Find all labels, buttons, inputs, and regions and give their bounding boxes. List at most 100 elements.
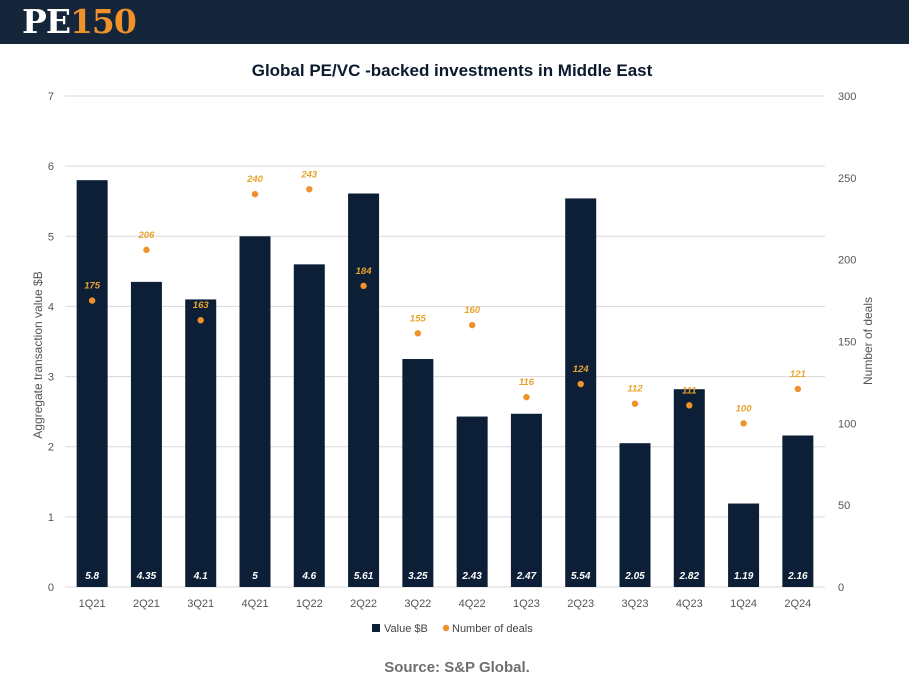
right-tick-label: 300 — [838, 91, 856, 103]
right-tick-label: 100 — [838, 418, 856, 430]
logo-text-pe: PE — [22, 2, 71, 41]
logo-text-num: 150 — [69, 2, 137, 41]
legend-swatch-deals — [442, 624, 450, 632]
bar — [456, 416, 488, 587]
deal-dot — [251, 191, 259, 198]
deal-dot — [360, 282, 367, 290]
deal-value-label: 240 — [246, 174, 264, 185]
deal-value-label: 112 — [627, 384, 643, 395]
x-tick-label: 2Q24 — [784, 598, 811, 610]
deal-dot — [577, 380, 584, 388]
bar — [130, 281, 162, 587]
x-tick-label: 3Q23 — [622, 598, 649, 610]
legend: Value $B Number of deals — [372, 623, 533, 635]
x-tick-label: 1Q23 — [513, 598, 540, 610]
bar — [619, 443, 651, 587]
left-tick-label: 6 — [48, 161, 54, 173]
bar-value-label: 2.16 — [787, 571, 808, 582]
deal-dot — [306, 186, 313, 193]
deal-value-label: 100 — [736, 403, 753, 414]
deal-dot — [414, 330, 422, 337]
bar-value-labels: 5.8 4.35 4.1 5 4.6 5.61 3.25 2.43 2.47 5.54 2.05 2.… — [85, 571, 808, 582]
legend-label-value: Value $B — [384, 623, 428, 635]
right-tick-label: 200 — [838, 255, 856, 267]
bar-value-label: 2.47 — [516, 571, 537, 582]
pe150-logo: PE150 — [22, 2, 137, 42]
deal-dots — [88, 186, 802, 427]
left-tick-label: 5 — [48, 231, 54, 243]
x-tick-label: 2Q23 — [567, 598, 594, 610]
bar — [239, 236, 271, 588]
bar-value-label: 3.25 — [408, 571, 428, 582]
bars — [76, 180, 814, 588]
bar-value-label: 1.19 — [734, 571, 754, 582]
x-tick-label: 4Q22 — [459, 598, 486, 610]
deal-dot — [740, 420, 747, 427]
bar — [565, 198, 597, 587]
legend-swatch-value — [372, 624, 380, 632]
deal-value-label: 116 — [519, 377, 535, 388]
x-tick-label: 1Q21 — [79, 598, 106, 610]
deal-dot — [794, 385, 802, 393]
left-tick-label: 7 — [48, 91, 54, 103]
deal-value-label: 121 — [790, 369, 806, 380]
deal-dot — [686, 402, 693, 409]
legend-label-deals: Number of deals — [452, 623, 533, 635]
deal-dot — [523, 393, 530, 401]
deal-value-label: 243 — [300, 169, 318, 180]
bar — [728, 503, 760, 587]
x-tick-label: 2Q22 — [350, 598, 377, 610]
left-tick-label: 1 — [48, 512, 54, 524]
right-tick-label: 0 — [838, 582, 844, 594]
deal-dot — [468, 321, 476, 329]
bar-value-label: 5.61 — [354, 571, 374, 582]
bar-value-label: 5.8 — [85, 571, 99, 582]
right-tick-label: 150 — [838, 337, 856, 349]
deal-value-label: 155 — [410, 313, 427, 324]
bar — [782, 435, 814, 587]
x-tick-label: 1Q22 — [296, 598, 323, 610]
bar-value-label: 5.54 — [571, 571, 591, 582]
left-tick-label: 2 — [48, 442, 54, 454]
x-tick-label: 2Q21 — [133, 598, 160, 610]
deal-dot — [143, 246, 150, 254]
bar — [402, 359, 434, 587]
bar — [185, 299, 217, 587]
right-axis-title: Number of deals — [861, 297, 875, 385]
x-axis-labels: 1Q21 2Q21 3Q21 4Q21 1Q22 2Q22 3Q22 4Q22 1Q23 2Q23… — [79, 598, 812, 610]
deal-value-labels: 175 206 163 240 243 184 155 160 116 124 112 111 100 1… — [84, 169, 806, 414]
deal-dot — [197, 317, 204, 324]
bar-value-label: 2.05 — [624, 571, 645, 582]
x-tick-label: 1Q24 — [730, 598, 757, 610]
bar — [76, 180, 108, 587]
x-tick-label: 3Q22 — [404, 598, 431, 610]
right-tick-label: 250 — [838, 173, 856, 185]
bar — [348, 193, 380, 587]
deal-dot — [631, 400, 639, 407]
bar — [673, 389, 705, 587]
deal-value-label: 163 — [193, 300, 210, 311]
bar — [510, 413, 542, 587]
combo-chart: Global PE/VC -backed investments in Midd… — [31, 61, 875, 676]
deal-value-label: 206 — [137, 230, 155, 241]
left-tick-label: 4 — [48, 301, 54, 313]
gridlines — [65, 95, 825, 588]
right-axis-ticks: 0 50 100 150 200 250 300 — [838, 91, 856, 594]
deal-value-label: 124 — [573, 364, 590, 375]
bar-value-label: 4.1 — [193, 571, 208, 582]
right-tick-label: 50 — [838, 500, 850, 512]
left-tick-label: 0 — [48, 582, 54, 594]
deal-value-label: 111 — [682, 385, 696, 396]
deal-dot — [88, 297, 96, 304]
bar-value-label: 2.43 — [461, 571, 482, 582]
left-axis-ticks: 0 1 2 3 4 5 6 7 — [48, 91, 54, 594]
chart-title: Global PE/VC -backed investments in Midd… — [252, 61, 653, 80]
x-tick-label: 4Q21 — [242, 598, 269, 610]
bar-value-label: 4.6 — [301, 571, 316, 582]
deal-value-label: 175 — [84, 281, 101, 292]
deal-value-label: 160 — [464, 305, 481, 316]
left-axis-title: Aggregate transaction value $B — [31, 271, 45, 438]
bar-value-label: 5 — [252, 571, 258, 582]
header-banner: PE150 — [0, 0, 909, 44]
bar — [293, 264, 325, 587]
